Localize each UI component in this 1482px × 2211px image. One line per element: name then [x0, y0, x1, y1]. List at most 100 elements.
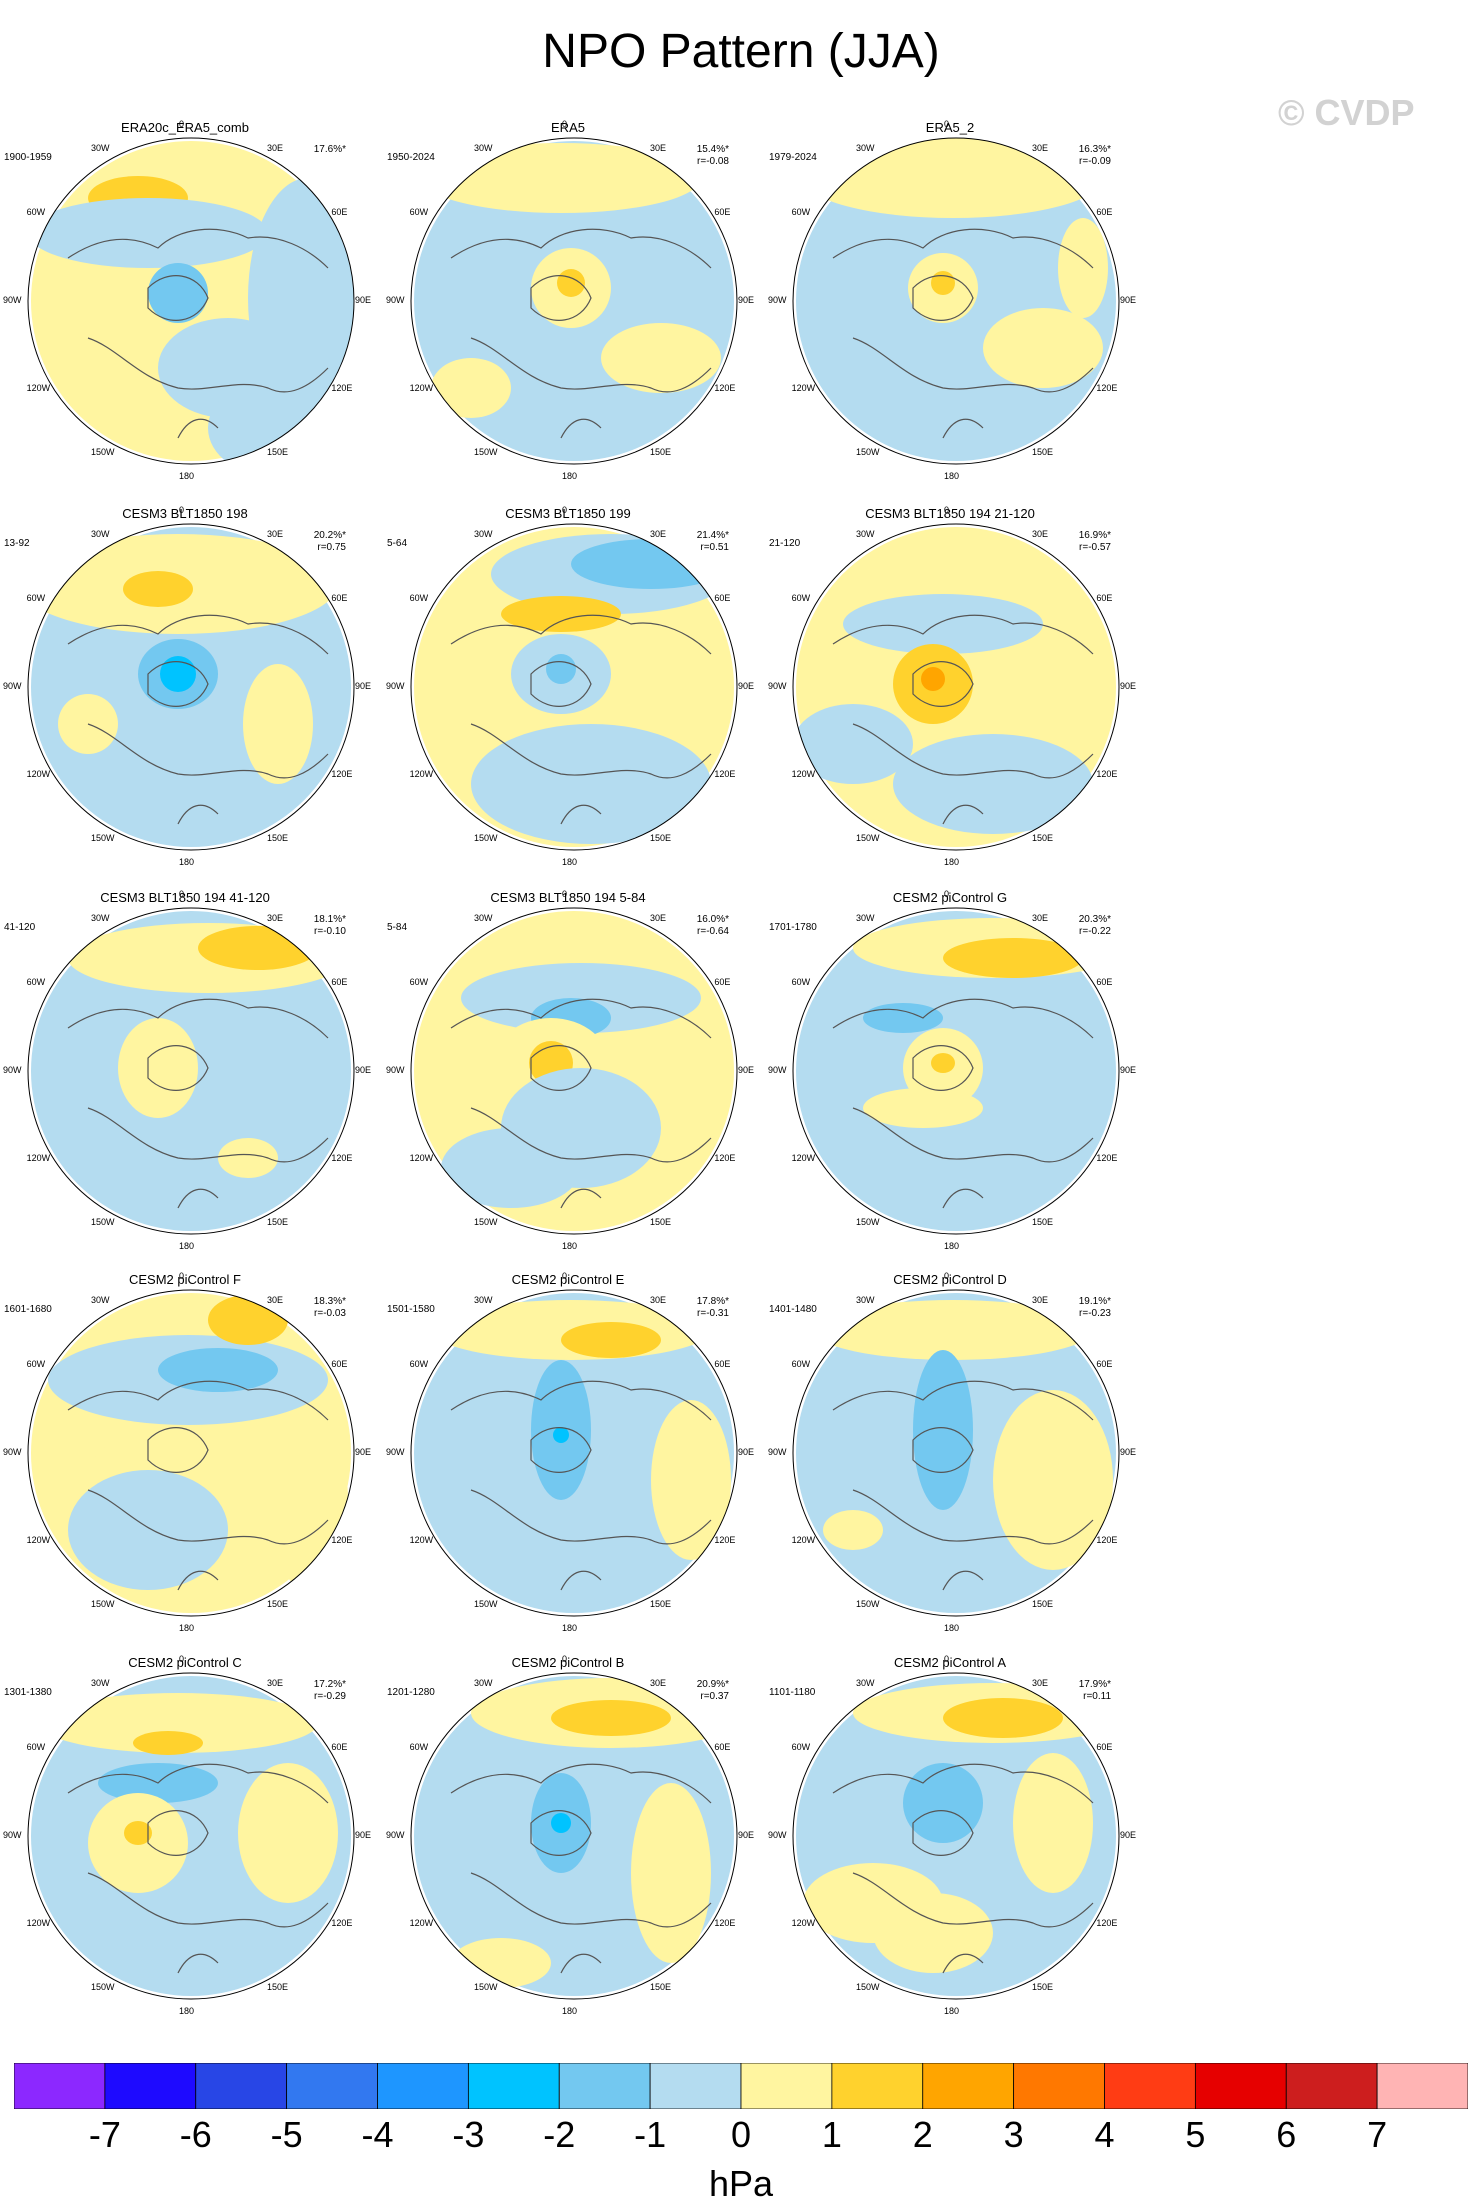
longitude-label: 90E: [738, 1830, 755, 1840]
map-panel: CESM3 BLT1850 194 21-120 21-120 16.9%* r=-0…: [755, 505, 1145, 886]
longitude-label: 60E: [331, 1742, 348, 1752]
longitude-label: 150E: [267, 833, 289, 844]
panel-variance: 20.9%*: [696, 1679, 729, 1690]
longitude-label: 180: [179, 1623, 195, 1633]
longitude-label: 120E: [331, 1535, 353, 1545]
longitude-label: 150E: [650, 1217, 672, 1228]
longitude-label: 60W: [409, 593, 429, 603]
panel-variance: 21.4%*: [696, 530, 729, 541]
map-boundary: [792, 1289, 1120, 1617]
polar-map: [27, 1289, 355, 1617]
longitude-label: 60E: [331, 977, 348, 987]
longitude-label: 90E: [738, 1447, 755, 1457]
longitude-label: 120E: [331, 1918, 353, 1928]
longitude-label: 30W: [856, 142, 875, 153]
longitude-label: 60W: [791, 207, 811, 217]
longitude-label: 90E: [355, 1065, 372, 1075]
anomaly-contour: [208, 378, 348, 464]
panel-variance: 16.3%*: [1078, 144, 1111, 155]
longitude-label: 150E: [1032, 1217, 1054, 1228]
anomaly-contour: [38, 1693, 318, 1753]
longitude-label: 180: [179, 857, 195, 867]
longitude-label: 30E: [1032, 1677, 1049, 1688]
panel-variance: 16.0%*: [696, 914, 729, 925]
anomaly-contour: [218, 1138, 278, 1178]
anomaly-contour: [238, 1763, 338, 1903]
panel-years: 1900-1959: [4, 152, 52, 163]
anomaly-contour: [601, 323, 721, 393]
longitude-label: 150E: [267, 1217, 289, 1228]
longitude-label: 180: [944, 857, 960, 867]
longitude-label: 90E: [355, 1830, 372, 1840]
panel-correlation: r=0.51: [700, 542, 729, 553]
longitude-label: 180: [944, 1241, 960, 1251]
anomaly-contour: [983, 308, 1103, 388]
longitude-label: 60E: [1096, 977, 1113, 987]
map-panel: CESM2 piControl E 1501-1580 17.8%* r=-0.31 1…: [373, 1271, 763, 1652]
panel-years: 1401-1480: [769, 1304, 817, 1315]
panel-years: 1979-2024: [769, 152, 817, 163]
anomaly-contour: [943, 938, 1083, 978]
longitude-label: 150W: [91, 1599, 115, 1610]
polar-map: [410, 523, 738, 851]
anomaly-contour: [160, 656, 196, 692]
longitude-label: 120W: [26, 769, 51, 779]
panel-variance: 17.9%*: [1078, 1679, 1111, 1690]
colorbar-tick-label: 4: [1094, 2114, 1115, 2155]
longitude-label: 180: [562, 1623, 578, 1633]
longitude-label: 150W: [474, 833, 498, 844]
longitude-label: 30E: [650, 1677, 667, 1688]
anomaly-contour: [431, 358, 511, 418]
panel-title: CESM2 piControl G: [892, 890, 1008, 905]
longitude-label: 60E: [714, 593, 731, 603]
map-boundary: [792, 137, 1120, 465]
panel-stats: 16.3%* r=-0.09: [1079, 144, 1111, 168]
coastline: [832, 614, 1094, 825]
longitude-label: 120E: [714, 1535, 736, 1545]
colorbar-swatch: [377, 2063, 469, 2109]
colorbar-tick-label: -5: [270, 2114, 303, 2155]
longitude-label: 150W: [91, 1982, 115, 1993]
anomaly-contour: [993, 1390, 1113, 1570]
longitude-label: 120W: [791, 769, 816, 779]
panel-years: 1201-1280: [387, 1687, 435, 1698]
longitude-label: 0: [944, 505, 950, 515]
longitude-label: 150W: [91, 833, 115, 844]
panel-correlation: r=-0.10: [314, 926, 346, 937]
panel-variance: 19.1%*: [1078, 1296, 1111, 1307]
longitude-label: 150W: [474, 1982, 498, 1993]
longitude-label: 30W: [856, 1294, 875, 1305]
longitude-label: 90E: [738, 681, 755, 691]
panel-title: CESM3 BLT1850 194 41-120: [100, 890, 270, 905]
longitude-label: 90W: [768, 1065, 787, 1075]
longitude-label: 60W: [409, 1742, 429, 1752]
map-panel: CESM3 BLT1850 194 41-120 41-120 18.1%* r=-0…: [0, 889, 380, 1270]
panel-variance: 20.2%*: [313, 530, 346, 541]
longitude-label: 150W: [856, 447, 880, 458]
colorbar-swatch: [558, 2063, 651, 2109]
longitude-label: 90E: [355, 295, 372, 305]
panel-correlation: r=-0.57: [1079, 542, 1111, 553]
longitude-label: 150W: [474, 1599, 498, 1610]
map-boundary: [27, 1672, 355, 2000]
longitude-label: 30E: [650, 528, 667, 539]
longitude-label: 60W: [791, 593, 811, 603]
coastline: [67, 228, 329, 439]
anomaly-contour: [903, 1763, 983, 1843]
map-boundary: [410, 137, 738, 465]
longitude-label: 150E: [1032, 1982, 1054, 1993]
panel-title: CESM2 piControl A: [894, 1655, 1006, 1670]
polar-map: [27, 1672, 355, 2000]
anomaly-contour: [471, 724, 711, 844]
longitude-label: 0: [179, 505, 185, 515]
map-boundary: [410, 1672, 738, 2000]
colorbar-swatch: [467, 2063, 560, 2109]
longitude-label: 150W: [91, 447, 115, 458]
coastline: [832, 1380, 1094, 1591]
longitude-label: 90W: [386, 295, 405, 305]
longitude-label: 0: [179, 1654, 185, 1664]
colorbar-tick-label: -4: [361, 2114, 394, 2155]
longitude-label: 60E: [1096, 1359, 1113, 1369]
longitude-label: 60E: [331, 593, 348, 603]
longitude-label: 150E: [650, 1599, 672, 1610]
